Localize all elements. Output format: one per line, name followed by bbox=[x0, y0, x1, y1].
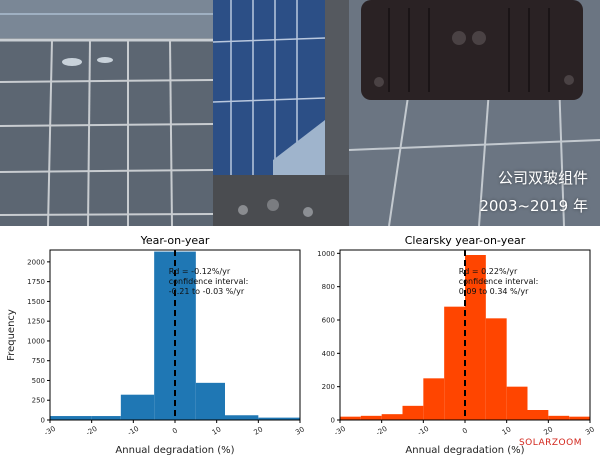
y-tick-label: 750 bbox=[32, 357, 45, 365]
annotation-text: confidence interval: bbox=[459, 277, 539, 286]
x-axis-label: Annual degradation (%) bbox=[115, 445, 234, 456]
y-tick-label: 500 bbox=[32, 377, 45, 385]
y-tick-label: 1000 bbox=[27, 337, 45, 345]
y-axis-label: Frequency bbox=[6, 309, 17, 361]
histogram-bar bbox=[444, 306, 465, 420]
y-tick-label: 1000 bbox=[317, 250, 335, 258]
histogram-bar bbox=[50, 416, 92, 420]
x-tick-label: 0 bbox=[171, 426, 179, 435]
chart-title: Clearsky year-on-year bbox=[405, 234, 526, 247]
caption-company: 公司双玻组件 bbox=[497, 169, 588, 187]
histogram-bar bbox=[465, 255, 486, 420]
histogram-bar bbox=[423, 378, 445, 420]
y-tick-label: 200 bbox=[322, 383, 335, 391]
x-tick-label: 10 bbox=[211, 425, 223, 436]
annotation-text: 0.09 to 0.34 %/yr bbox=[459, 287, 529, 296]
photo-strip: 公司双玻组件 2003~2019 年 bbox=[0, 0, 600, 226]
histogram-bar bbox=[91, 416, 121, 420]
y-tick-label: 250 bbox=[32, 397, 45, 405]
histogram-bar bbox=[506, 386, 528, 420]
y-tick-label: 0 bbox=[331, 417, 335, 425]
x-tick-label: -20 bbox=[375, 425, 389, 438]
histogram-bar bbox=[381, 414, 403, 420]
histogram-bar bbox=[340, 416, 361, 420]
annotation-text: Rd = 0.22%/yr bbox=[459, 267, 518, 276]
x-tick-label: -10 bbox=[416, 425, 430, 438]
x-tick-label: 20 bbox=[542, 425, 554, 436]
histogram-bar bbox=[360, 415, 382, 420]
caption-years: 2003~2019 年 bbox=[479, 197, 588, 215]
histogram-bar bbox=[225, 415, 259, 420]
x-tick-label: -10 bbox=[126, 425, 140, 438]
x-tick-label: -30 bbox=[43, 425, 57, 438]
y-tick-label: 1750 bbox=[27, 278, 45, 286]
y-tick-label: 800 bbox=[322, 283, 335, 291]
x-tick-label: 0 bbox=[461, 426, 469, 435]
y-tick-label: 400 bbox=[322, 350, 335, 358]
y-tick-label: 2000 bbox=[27, 258, 45, 266]
x-tick-label: 10 bbox=[501, 425, 513, 436]
y-tick-label: 1250 bbox=[27, 318, 45, 326]
annotation-text: confidence interval: bbox=[169, 277, 249, 286]
x-tick-label: 30 bbox=[294, 425, 306, 436]
histogram-bar bbox=[120, 394, 155, 420]
histogram-bar bbox=[569, 416, 590, 420]
x-tick-label: 30 bbox=[584, 425, 596, 436]
histogram-bar bbox=[402, 405, 424, 420]
photo-weathered-module bbox=[0, 0, 213, 226]
y-tick-label: 0 bbox=[41, 417, 45, 425]
x-tick-label: 20 bbox=[252, 425, 264, 436]
histogram-bar bbox=[527, 410, 549, 420]
x-tick-label: -20 bbox=[85, 425, 99, 438]
histogram-bar bbox=[485, 318, 507, 420]
chart-title: Year-on-year bbox=[140, 234, 210, 247]
chart-panel: -30 -20 -10 0 10 20 30 0 250 500 750 1000 1250 1500 17… bbox=[0, 228, 600, 464]
photo-junction-box: 公司双玻组件 2003~2019 年 bbox=[349, 0, 600, 226]
photo-blue-cells bbox=[213, 0, 349, 226]
annotation-text: -0.21 to -0.03 %/yr bbox=[169, 287, 245, 296]
y-tick-label: 600 bbox=[322, 317, 335, 325]
x-axis-label: Annual degradation (%) bbox=[405, 445, 524, 456]
histogram-charts: -30 -20 -10 0 10 20 30025050075010001250150017… bbox=[6, 234, 596, 456]
watermark: SOLARZOOM bbox=[518, 438, 582, 448]
x-tick-label: -30 bbox=[333, 425, 347, 438]
y-tick-label: 1500 bbox=[27, 298, 45, 306]
annotation-text: Rd = -0.12%/yr bbox=[169, 267, 231, 276]
histogram-bar bbox=[258, 417, 300, 420]
histogram-bar bbox=[195, 382, 225, 420]
histogram-bar bbox=[548, 415, 570, 420]
